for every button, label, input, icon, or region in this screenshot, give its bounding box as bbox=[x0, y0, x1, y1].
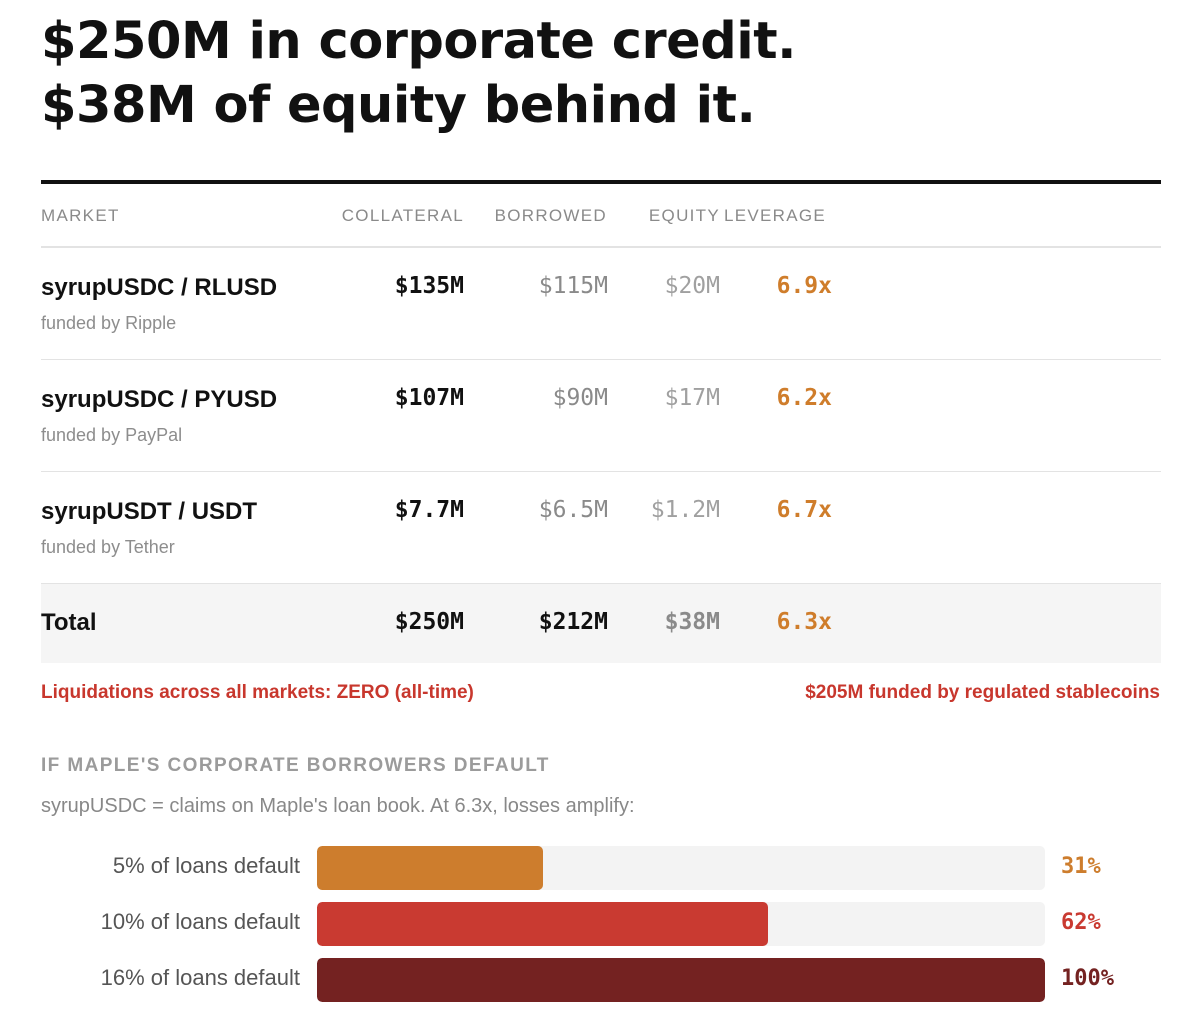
collateral-value: $7.7M bbox=[394, 497, 464, 523]
bar-value-label: 31% bbox=[1061, 854, 1101, 879]
market-name: syrupUSDC / RLUSD bbox=[41, 274, 278, 301]
funded-by: funded by PayPal bbox=[41, 425, 183, 445]
bar-track bbox=[317, 846, 1045, 890]
page-title: $250M in corporate credit. $38M of equit… bbox=[41, 10, 796, 138]
equity-value: $20M bbox=[664, 273, 720, 299]
borrowed-value: $115M bbox=[538, 273, 608, 299]
borrowed-value: $6.5M bbox=[538, 497, 608, 523]
bar-value-label: 62% bbox=[1061, 910, 1101, 935]
bar-label: 5% of loans default bbox=[112, 853, 300, 878]
liquidations-note: Liquidations across all markets: ZERO (a… bbox=[41, 682, 474, 703]
equity-value: $17M bbox=[664, 385, 720, 411]
leverage-value: 6.7x bbox=[776, 497, 832, 523]
total-leverage: 6.3x bbox=[776, 609, 832, 635]
funded-by: funded by Tether bbox=[41, 537, 175, 557]
collateral-value: $135M bbox=[394, 273, 464, 299]
header-collateral: COLLATERAL bbox=[341, 206, 464, 225]
leverage-value: 6.2x bbox=[776, 385, 832, 411]
row-divider bbox=[41, 583, 1161, 584]
header-leverage: LEVERAGE bbox=[724, 206, 827, 225]
market-name: syrupUSDT / USDT bbox=[41, 498, 258, 525]
row-divider bbox=[41, 359, 1161, 360]
bar-label: 16% of loans default bbox=[100, 965, 300, 990]
chart-subtitle: syrupUSDC = claims on Maple's loan book.… bbox=[41, 795, 635, 817]
header-divider bbox=[41, 246, 1161, 248]
bar-label: 10% of loans default bbox=[100, 909, 300, 934]
chart-title: IF MAPLE'S CORPORATE BORROWERS DEFAULT bbox=[41, 755, 550, 776]
header-borrowed: BORROWED bbox=[494, 206, 607, 225]
total-collateral: $250M bbox=[394, 609, 464, 635]
funded-by: funded by Ripple bbox=[41, 313, 177, 333]
bar-value-label: 100% bbox=[1061, 966, 1114, 991]
collateral-value: $107M bbox=[394, 385, 464, 411]
total-borrowed: $212M bbox=[538, 609, 608, 635]
equity-value: $1.2M bbox=[650, 497, 720, 523]
total-equity: $38M bbox=[664, 609, 720, 635]
table-row-pyusd: syrupUSDC / PYUSD funded by PayPal $107M… bbox=[41, 360, 1161, 472]
header-equity: EQUITY bbox=[648, 206, 720, 225]
total-label: Total bbox=[41, 609, 97, 636]
market-name: syrupUSDC / PYUSD bbox=[41, 386, 278, 413]
funded-note: $205M funded by regulated stablecoins bbox=[805, 682, 1160, 703]
table-row-total: Total $250M $212M $38M 6.3x bbox=[41, 584, 1161, 663]
bar-track bbox=[317, 902, 1045, 946]
bar-track bbox=[317, 958, 1045, 1002]
bar bbox=[317, 902, 769, 946]
row-divider bbox=[41, 471, 1161, 472]
bar bbox=[317, 958, 1045, 1002]
header-market: MARKET bbox=[41, 206, 120, 225]
borrowed-value: $90M bbox=[552, 385, 608, 411]
table-row-rlusd: syrupUSDC / RLUSD funded by Ripple $135M… bbox=[41, 248, 1161, 360]
leverage-value: 6.9x bbox=[776, 273, 832, 299]
top-divider bbox=[41, 180, 1161, 184]
bar bbox=[317, 846, 543, 890]
table-row-usdt: syrupUSDT / USDT funded by Tether $7.7M … bbox=[41, 472, 1161, 584]
title-line-1: $250M in corporate credit. bbox=[41, 12, 796, 71]
title-line-2: $38M of equity behind it. bbox=[41, 76, 756, 135]
